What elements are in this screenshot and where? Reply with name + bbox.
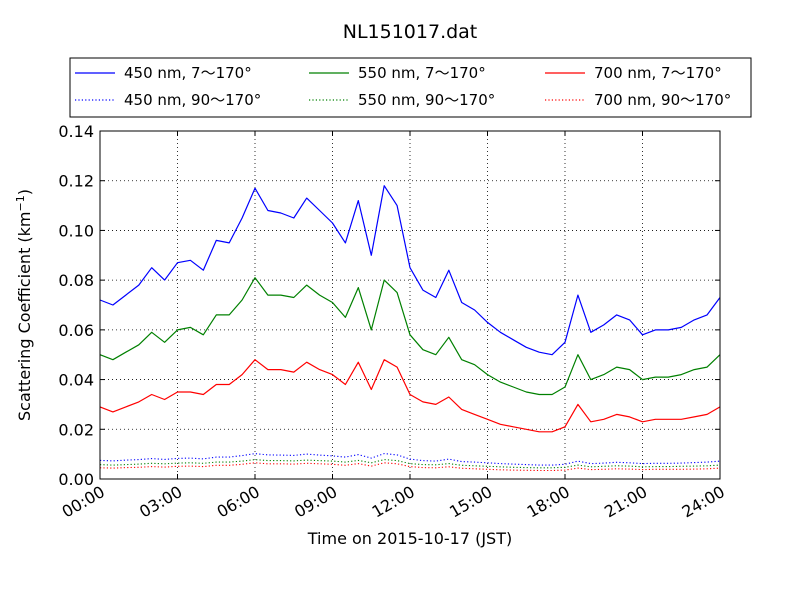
y-axis-label-superscript: −1 [14, 195, 27, 211]
series-line-0 [99, 185, 721, 356]
y-tick-label: 0.02 [58, 420, 94, 439]
grid-lines [100, 131, 720, 479]
legend: 450 nm, 7～170° 450 nm, 90～170° 550 nm, 7～1… [69, 57, 752, 118]
y-tick-label: 0.00 [58, 470, 94, 489]
series-line-1 [99, 453, 721, 466]
y-tick-label: 0.10 [58, 221, 94, 240]
series-line-2 [99, 277, 721, 396]
x-axis-label: Time on 2015-10-17 (JST) [307, 529, 512, 548]
legend-label-2: 550 nm, 7～170° [358, 64, 486, 82]
legend-label-5: 700 nm, 90～170° [594, 91, 731, 109]
series-line-4 [99, 359, 721, 433]
y-tick-label: 0.12 [58, 172, 94, 191]
y-tick-label: 0.06 [58, 321, 94, 340]
legend-label-3: 550 nm, 90～170° [358, 91, 495, 109]
legend-label-4: 700 nm, 7～170° [594, 64, 722, 82]
y-axis-label-close: ) [15, 189, 34, 195]
y-axis: 0.00 0.02 0.04 0.06 0.08 0.10 0.12 0.14 [58, 122, 720, 489]
y-axis-label-main: Scattering Coefficient (km [15, 211, 34, 421]
y-axis-label: Scattering Coefficient (km−1) [14, 189, 34, 421]
legend-label-0: 450 nm, 7～170° [124, 64, 252, 82]
y-tick-label: 0.14 [58, 122, 94, 141]
legend-box [69, 57, 752, 118]
y-tick-label: 0.04 [58, 371, 94, 390]
series-layer [99, 185, 721, 472]
chart-title: NL151017.dat [343, 21, 478, 43]
legend-label-1: 450 nm, 90～170° [124, 91, 261, 109]
y-tick-label: 0.08 [58, 271, 94, 290]
